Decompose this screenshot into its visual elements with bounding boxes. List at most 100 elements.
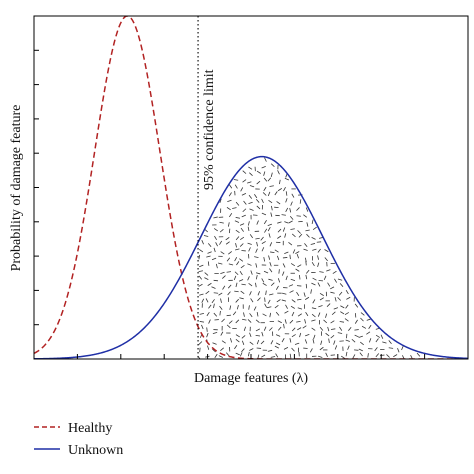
hatch-mark bbox=[368, 324, 372, 329]
hatch-mark bbox=[261, 212, 267, 216]
hatch-mark bbox=[325, 352, 328, 357]
hatch-mark bbox=[330, 334, 335, 339]
hatch-mark bbox=[275, 342, 281, 346]
hatch-mark bbox=[382, 341, 387, 344]
hatch-mark bbox=[313, 334, 316, 340]
hatch-mark bbox=[319, 271, 324, 273]
hatch-mark bbox=[261, 166, 266, 169]
hatch-mark bbox=[257, 297, 261, 302]
hatch-mark bbox=[206, 332, 209, 338]
hatch-mark bbox=[297, 327, 302, 331]
hatch-mark bbox=[263, 326, 267, 331]
hatch-mark bbox=[241, 335, 246, 339]
hatch-mark bbox=[263, 186, 267, 192]
hatch-mark bbox=[284, 251, 289, 255]
hatch-mark bbox=[354, 319, 358, 324]
hatch-mark bbox=[269, 262, 272, 267]
hatch-mark bbox=[334, 297, 337, 302]
hatch-mark bbox=[236, 304, 239, 310]
hatch-mark bbox=[235, 282, 238, 288]
hatch-mark bbox=[240, 290, 245, 294]
hatch-mark bbox=[325, 332, 330, 337]
hatch-mark bbox=[269, 268, 273, 273]
hatch-mark bbox=[361, 325, 367, 329]
hatch-mark bbox=[234, 184, 238, 189]
hatch-mark bbox=[212, 348, 216, 353]
hatch-mark bbox=[289, 290, 294, 293]
hatch-mark bbox=[344, 312, 349, 316]
hatch-mark bbox=[264, 297, 266, 302]
hatch-mark bbox=[291, 347, 295, 352]
hatch-mark bbox=[248, 194, 253, 199]
hatch-mark bbox=[305, 274, 308, 280]
hatch-mark bbox=[291, 327, 296, 332]
hatch-mark bbox=[235, 243, 237, 248]
hatch-mark bbox=[285, 275, 288, 281]
hatch-mark bbox=[247, 221, 250, 226]
hatch-mark bbox=[375, 334, 381, 338]
hatch-mark bbox=[243, 326, 246, 332]
hatch-mark bbox=[269, 293, 274, 296]
hatch-mark bbox=[290, 201, 293, 206]
hatch-mark bbox=[318, 305, 323, 308]
hatch-mark bbox=[269, 242, 273, 247]
hatch-mark bbox=[267, 226, 271, 232]
hatch-mark bbox=[220, 331, 224, 336]
hatch-mark bbox=[298, 233, 303, 238]
hatch-mark bbox=[310, 243, 316, 245]
hatch-mark bbox=[276, 299, 281, 303]
hatch-mark bbox=[227, 284, 232, 289]
hatch-mark bbox=[269, 185, 274, 187]
hatch-mark bbox=[332, 270, 337, 274]
hatch-mark bbox=[345, 304, 349, 309]
hatch-mark bbox=[278, 269, 280, 274]
hatch-mark bbox=[289, 319, 294, 324]
hatch-mark bbox=[270, 340, 274, 345]
hatch-mark bbox=[226, 324, 231, 329]
hatch-mark bbox=[274, 345, 279, 349]
hatch-mark bbox=[359, 352, 363, 357]
hatch-mark bbox=[289, 208, 292, 213]
hatch-mark bbox=[324, 257, 328, 262]
hatch-mark bbox=[333, 340, 336, 345]
hatch-mark bbox=[241, 340, 245, 346]
hatch-mark bbox=[312, 226, 317, 231]
hatch-mark bbox=[297, 313, 302, 317]
hatch-mark bbox=[351, 338, 356, 343]
hatch-mark bbox=[290, 278, 296, 282]
hatch-mark bbox=[340, 305, 345, 309]
hatch-mark bbox=[268, 327, 273, 331]
hatch-mark bbox=[317, 262, 320, 267]
hatch-mark bbox=[317, 255, 319, 260]
hatch-mark bbox=[296, 254, 299, 259]
hatch-mark bbox=[290, 263, 296, 267]
hatch-mark bbox=[289, 353, 292, 359]
hatch-mark bbox=[234, 257, 238, 262]
hatch-mark bbox=[250, 298, 254, 303]
hatch-mark bbox=[261, 331, 264, 337]
hatch-mark bbox=[270, 172, 273, 177]
hatch-mark bbox=[277, 221, 282, 224]
hatch-mark bbox=[283, 323, 285, 329]
hatch-mark bbox=[277, 235, 282, 239]
hatch-mark bbox=[206, 311, 210, 317]
hatch-mark bbox=[416, 352, 421, 357]
hatch-mark bbox=[207, 251, 212, 254]
hatch-mark bbox=[240, 187, 244, 192]
hatch-mark bbox=[234, 345, 238, 350]
hatch-mark bbox=[277, 278, 281, 283]
hatch-mark bbox=[260, 236, 264, 241]
hatch-mark bbox=[338, 291, 343, 296]
hatch-mark bbox=[205, 290, 210, 295]
hatch-mark bbox=[235, 319, 240, 324]
hatch-mark bbox=[277, 326, 282, 331]
hatch-mark bbox=[295, 251, 300, 255]
hatch-mark bbox=[311, 313, 316, 318]
hatch-mark bbox=[253, 306, 257, 311]
hatch-mark bbox=[270, 163, 275, 168]
hatch-mark bbox=[358, 335, 363, 338]
hatch-mark bbox=[317, 282, 321, 287]
hatch-mark bbox=[290, 228, 295, 230]
hatch-mark bbox=[198, 254, 201, 260]
hatch-mark bbox=[235, 339, 240, 343]
